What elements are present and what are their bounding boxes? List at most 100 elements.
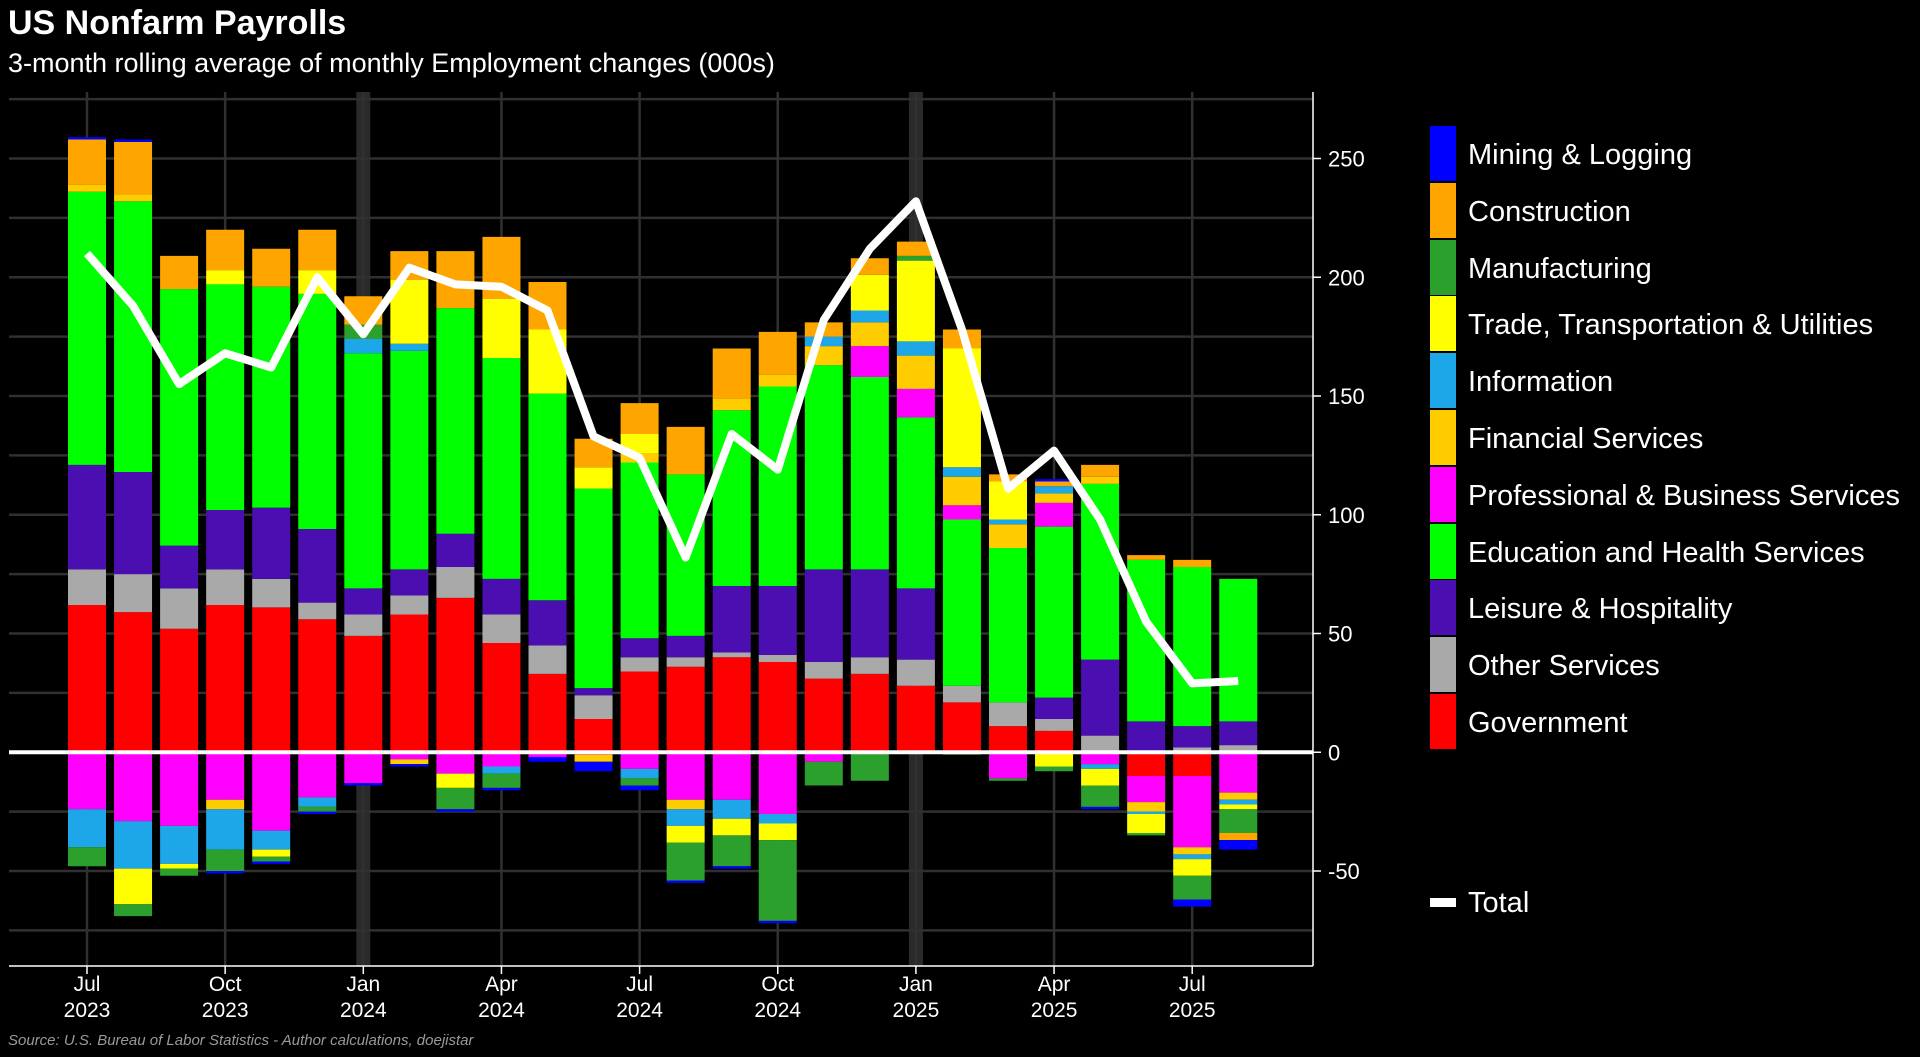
bar-segment bbox=[758, 654, 797, 662]
bar-segment bbox=[942, 476, 981, 506]
x-tick-label-year: 2025 bbox=[1031, 999, 1078, 1022]
legend-label: Information bbox=[1468, 366, 1614, 399]
x-tick-label-year: 2024 bbox=[478, 999, 525, 1022]
bar-segment bbox=[528, 645, 567, 674]
bar-segment bbox=[989, 778, 1027, 781]
bar-segment bbox=[804, 678, 843, 753]
bar-segment bbox=[1127, 814, 1166, 833]
x-tick-label-year: 2024 bbox=[340, 999, 387, 1022]
bar-segment bbox=[758, 331, 797, 375]
bar-segment bbox=[114, 752, 153, 822]
bar-segment bbox=[896, 260, 935, 342]
bar-segment bbox=[482, 578, 521, 615]
bar-segment bbox=[298, 229, 337, 271]
bar-segment bbox=[850, 752, 889, 781]
bar-segment bbox=[896, 588, 935, 660]
bar-segment bbox=[712, 818, 751, 836]
bar-segment bbox=[1173, 747, 1212, 753]
bar-segment bbox=[1127, 776, 1166, 803]
bar-segment bbox=[896, 659, 935, 686]
bar-segment bbox=[1219, 752, 1258, 793]
bar-segment bbox=[482, 766, 521, 774]
bar-segment bbox=[1081, 735, 1120, 753]
bar-segment bbox=[436, 533, 475, 567]
bar-segment bbox=[1173, 854, 1212, 860]
bar-segment bbox=[436, 308, 475, 534]
legend-label: Other Services bbox=[1468, 650, 1660, 683]
bar-segment bbox=[206, 229, 245, 271]
legend-item: Education and Health Services bbox=[1430, 523, 1910, 580]
bar-segment bbox=[436, 787, 475, 810]
bar-segment bbox=[390, 343, 429, 351]
bar-segment bbox=[482, 614, 521, 643]
bar-segment bbox=[1035, 486, 1074, 494]
bar-segment bbox=[68, 809, 106, 848]
legend-label: Trade, Transportation & Utilities bbox=[1468, 309, 1874, 342]
bar-segment bbox=[1127, 752, 1166, 776]
bar-segment bbox=[160, 289, 199, 546]
bar-segment bbox=[298, 602, 337, 620]
bar-segment bbox=[1081, 768, 1120, 786]
bar-segment bbox=[666, 809, 705, 826]
bar-segment bbox=[252, 578, 291, 608]
bar-segment bbox=[482, 358, 521, 579]
x-tick-label-year: 2025 bbox=[893, 999, 940, 1022]
bar-segment bbox=[528, 757, 567, 762]
bar-segment bbox=[620, 403, 659, 434]
bar-segment bbox=[574, 688, 613, 696]
bar-segment bbox=[666, 825, 705, 843]
chart-subtitle: 3-month rolling average of monthly Emplo… bbox=[8, 48, 775, 78]
bar-segment bbox=[298, 529, 337, 603]
bar-segment bbox=[68, 752, 106, 810]
bar-segment bbox=[1035, 752, 1074, 767]
total-line bbox=[83, 197, 1239, 688]
bar-segment bbox=[1081, 476, 1120, 484]
y-tick-label: 50 bbox=[1328, 622, 1352, 647]
bar-segment bbox=[666, 635, 705, 658]
bar-segment bbox=[298, 752, 337, 798]
bar-segment bbox=[436, 809, 475, 812]
bar-segment bbox=[1219, 804, 1258, 810]
bar-segment bbox=[1219, 799, 1258, 805]
bar-segment bbox=[1173, 859, 1212, 876]
x-tick-label-year: 2024 bbox=[754, 999, 801, 1022]
bar-segment bbox=[206, 809, 245, 850]
bar-segment bbox=[574, 761, 613, 772]
bar-segment bbox=[850, 569, 889, 658]
bar-segment bbox=[206, 871, 245, 874]
bar-segment bbox=[528, 600, 567, 646]
bar-segment bbox=[804, 662, 843, 679]
bar-segment bbox=[620, 785, 659, 791]
bar-segment bbox=[252, 507, 291, 579]
bar-segment bbox=[666, 752, 705, 800]
bar-segment bbox=[666, 426, 705, 475]
legend-swatch bbox=[1430, 353, 1456, 409]
bar-segment bbox=[390, 614, 429, 753]
bar-segment bbox=[68, 139, 106, 185]
bar-segment bbox=[160, 628, 199, 753]
bar-segment bbox=[804, 761, 843, 786]
x-tick-label-year: 2023 bbox=[202, 999, 249, 1022]
bar-segment bbox=[666, 842, 705, 881]
bar-segment bbox=[620, 778, 659, 786]
bar-segment bbox=[804, 752, 843, 762]
x-tick-label-month: Apr bbox=[1038, 973, 1071, 996]
bar-segment bbox=[1081, 659, 1120, 736]
bar-segment bbox=[989, 702, 1027, 727]
legend-swatch bbox=[1430, 637, 1456, 693]
bar-segment bbox=[160, 868, 199, 876]
legend-item: Professional & Business Services bbox=[1430, 466, 1910, 523]
bar-segment bbox=[436, 773, 475, 788]
bar-segment bbox=[1035, 502, 1074, 527]
legend-total-swatch bbox=[1430, 898, 1456, 907]
bar-segment bbox=[1035, 697, 1074, 719]
bar-segment bbox=[850, 322, 889, 347]
bar-segment bbox=[344, 783, 383, 786]
legend-item: Construction bbox=[1430, 182, 1910, 239]
bar-segment bbox=[1035, 481, 1074, 487]
bar-segment bbox=[850, 310, 889, 323]
bar-segment bbox=[1035, 719, 1074, 731]
bar-segment bbox=[1035, 526, 1074, 698]
bar-segment bbox=[436, 597, 475, 753]
